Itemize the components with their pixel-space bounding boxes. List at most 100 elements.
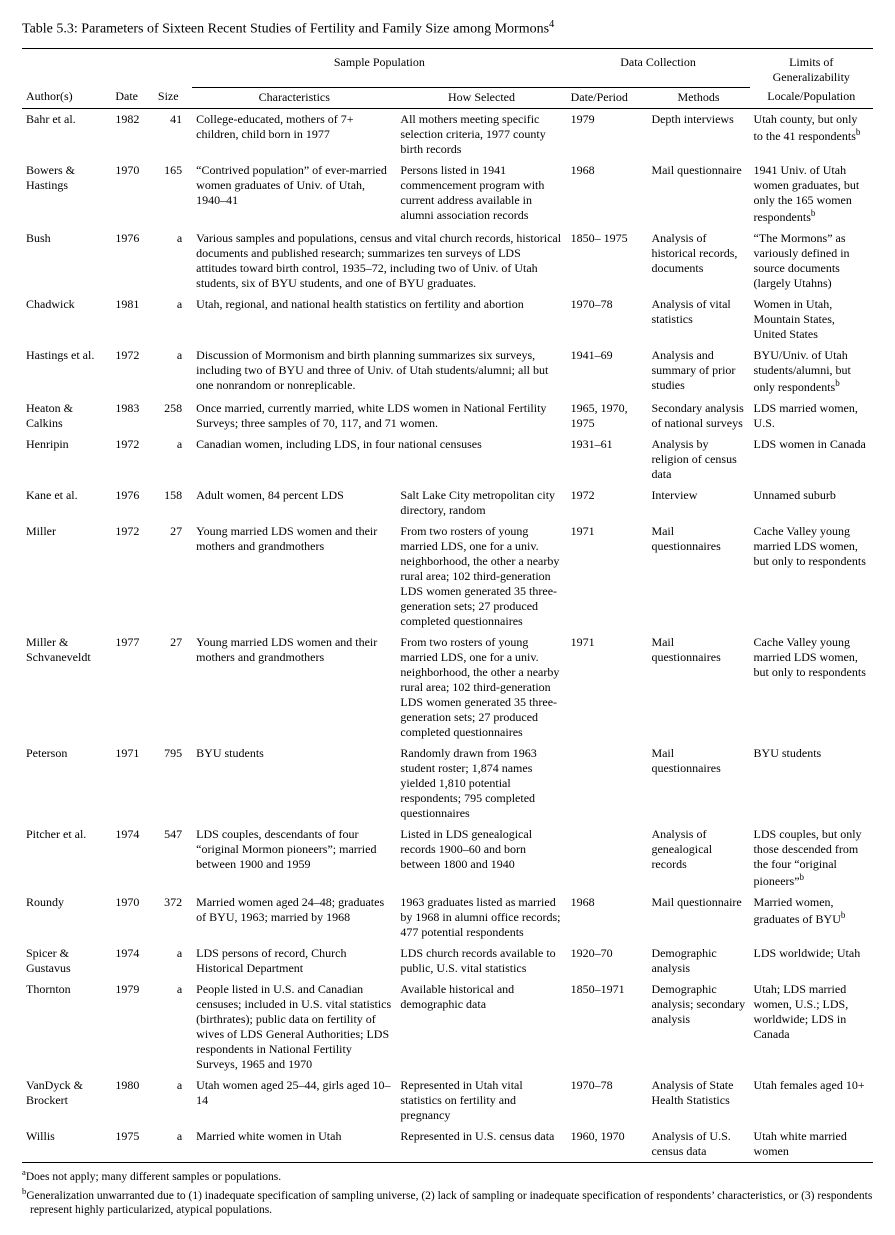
cell-author: Chadwick — [22, 294, 111, 345]
cell-author: Hastings et al. — [22, 345, 111, 398]
cell-date: 1981 — [111, 294, 154, 345]
cell-date-period: 1850– 1975 — [567, 228, 648, 294]
cell-date-period: 1920–70 — [567, 943, 648, 979]
cell-limits: Unnamed suburb — [750, 485, 873, 521]
cell-date-period: 1968 — [567, 892, 648, 943]
col-limits: Locale/Population — [750, 87, 873, 108]
cell-limits: LDS married women, U.S. — [750, 398, 873, 434]
cell-how-selected: Persons listed in 1941 commencement prog… — [396, 160, 566, 228]
table-row: Peterson1971795BYU studentsRandomly draw… — [22, 743, 873, 824]
cell-date-period — [567, 824, 648, 892]
group-header-row: Sample Population Data Collection Limits… — [22, 49, 873, 88]
cell-methods: Mail questionnaires — [647, 632, 749, 743]
cell-size: 372 — [154, 892, 192, 943]
cell-size: a — [154, 1126, 192, 1163]
cell-date: 1972 — [111, 521, 154, 632]
col-size: Size — [154, 87, 192, 108]
cell-limits: 1941 Univ. of Utah women graduates, but … — [750, 160, 873, 228]
cell-methods: Demographic analysis; secondary analysis — [647, 979, 749, 1075]
cell-methods: Mail questionnaire — [647, 892, 749, 943]
cell-methods: Mail questionnaire — [647, 160, 749, 228]
cell-author: Spicer & Gustavus — [22, 943, 111, 979]
cell-limits: Utah white married women — [750, 1126, 873, 1163]
table-row: Heaton & Calkins1983258Once married, cur… — [22, 398, 873, 434]
cell-characteristics: Canadian women, including LDS, in four n… — [192, 434, 566, 485]
cell-date: 1979 — [111, 979, 154, 1075]
cell-methods: Analysis of vital statistics — [647, 294, 749, 345]
cell-date: 1976 — [111, 228, 154, 294]
cell-date: 1971 — [111, 743, 154, 824]
col-characteristics: Characteristics — [192, 87, 396, 108]
table-row: Hastings et al.1972aDiscussion of Mormon… — [22, 345, 873, 398]
cell-methods: Analysis of State Health Statistics — [647, 1075, 749, 1126]
cell-size: 158 — [154, 485, 192, 521]
cell-author: Thornton — [22, 979, 111, 1075]
table-row: Kane et al.1976158Adult women, 84 percen… — [22, 485, 873, 521]
col-date: Date — [111, 87, 154, 108]
cell-date-period: 1968 — [567, 160, 648, 228]
cell-size: a — [154, 943, 192, 979]
cell-how-selected: Represented in Utah vital statistics on … — [396, 1075, 566, 1126]
cell-methods: Mail questionnaires — [647, 521, 749, 632]
footnote-a: aDoes not apply; many different samples … — [22, 1167, 873, 1184]
cell-size: a — [154, 294, 192, 345]
table-title: Table 5.3: Parameters of Sixteen Recent … — [22, 18, 873, 38]
cell-limits: LDS worldwide; Utah — [750, 943, 873, 979]
cell-methods: Analysis of U.S. census data — [647, 1126, 749, 1163]
cell-characteristics: College-educated, mothers of 7+ children… — [192, 108, 396, 160]
cell-size: 795 — [154, 743, 192, 824]
cell-methods: Analysis of historical records, document… — [647, 228, 749, 294]
group-sample-population: Sample Population — [192, 49, 566, 88]
cell-date-period — [567, 743, 648, 824]
cell-date-period: 1960, 1970 — [567, 1126, 648, 1163]
cell-characteristics: Young married LDS women and their mother… — [192, 521, 396, 632]
cell-date-period: 1850–1971 — [567, 979, 648, 1075]
cell-how-selected: Represented in U.S. census data — [396, 1126, 566, 1163]
cell-limits: Married women, graduates of BYUb — [750, 892, 873, 943]
cell-date: 1977 — [111, 632, 154, 743]
title-text: Table 5.3: Parameters of Sixteen Recent … — [22, 22, 549, 37]
cell-date-period: 1970–78 — [567, 294, 648, 345]
cell-how-selected: Available historical and demographic dat… — [396, 979, 566, 1075]
cell-date-period: 1931–61 — [567, 434, 648, 485]
studies-table: Sample Population Data Collection Limits… — [22, 48, 873, 1163]
cell-date: 1972 — [111, 434, 154, 485]
cell-how-selected: 1963 graduates listed as married by 1968… — [396, 892, 566, 943]
table-row: Willis1975aMarried white women in UtahRe… — [22, 1126, 873, 1163]
cell-author: Heaton & Calkins — [22, 398, 111, 434]
table-row: Pitcher et al.1974547LDS couples, descen… — [22, 824, 873, 892]
cell-author: Willis — [22, 1126, 111, 1163]
footnote-b: bGeneralization unwarranted due to (1) i… — [22, 1186, 873, 1218]
cell-date: 1980 — [111, 1075, 154, 1126]
group-data-collection: Data Collection — [567, 49, 750, 88]
cell-limits: Utah females aged 10+ — [750, 1075, 873, 1126]
cell-date-period: 1941–69 — [567, 345, 648, 398]
cell-characteristics: Married women aged 24–48; graduates of B… — [192, 892, 396, 943]
cell-characteristics: Various samples and populations, census … — [192, 228, 566, 294]
cell-characteristics: LDS persons of record, Church Historical… — [192, 943, 396, 979]
cell-size: a — [154, 345, 192, 398]
group-limits: Limits ofGeneralizability — [750, 49, 873, 88]
cell-date-period: 1965, 1970, 1975 — [567, 398, 648, 434]
cell-limits: “The Mormons” as variously defined in so… — [750, 228, 873, 294]
cell-size: 41 — [154, 108, 192, 160]
cell-date: 1972 — [111, 345, 154, 398]
table-row: Miller197227Young married LDS women and … — [22, 521, 873, 632]
cell-characteristics: Once married, currently married, white L… — [192, 398, 566, 434]
cell-characteristics: Adult women, 84 percent LDS — [192, 485, 396, 521]
cell-limits: Women in Utah, Mountain States, United S… — [750, 294, 873, 345]
cell-limits: Cache Valley young married LDS women, bu… — [750, 521, 873, 632]
cell-date: 1975 — [111, 1126, 154, 1163]
cell-date: 1983 — [111, 398, 154, 434]
cell-date-period: 1971 — [567, 632, 648, 743]
table-row: Chadwick1981aUtah, regional, and nationa… — [22, 294, 873, 345]
cell-size: 547 — [154, 824, 192, 892]
cell-methods: Analysis by religion of census data — [647, 434, 749, 485]
footnotes: aDoes not apply; many different samples … — [22, 1167, 873, 1218]
cell-methods: Mail questionnaires — [647, 743, 749, 824]
cell-author: Miller — [22, 521, 111, 632]
cell-methods: Interview — [647, 485, 749, 521]
cell-size: a — [154, 979, 192, 1075]
cell-author: Roundy — [22, 892, 111, 943]
cell-characteristics: Young married LDS women and their mother… — [192, 632, 396, 743]
